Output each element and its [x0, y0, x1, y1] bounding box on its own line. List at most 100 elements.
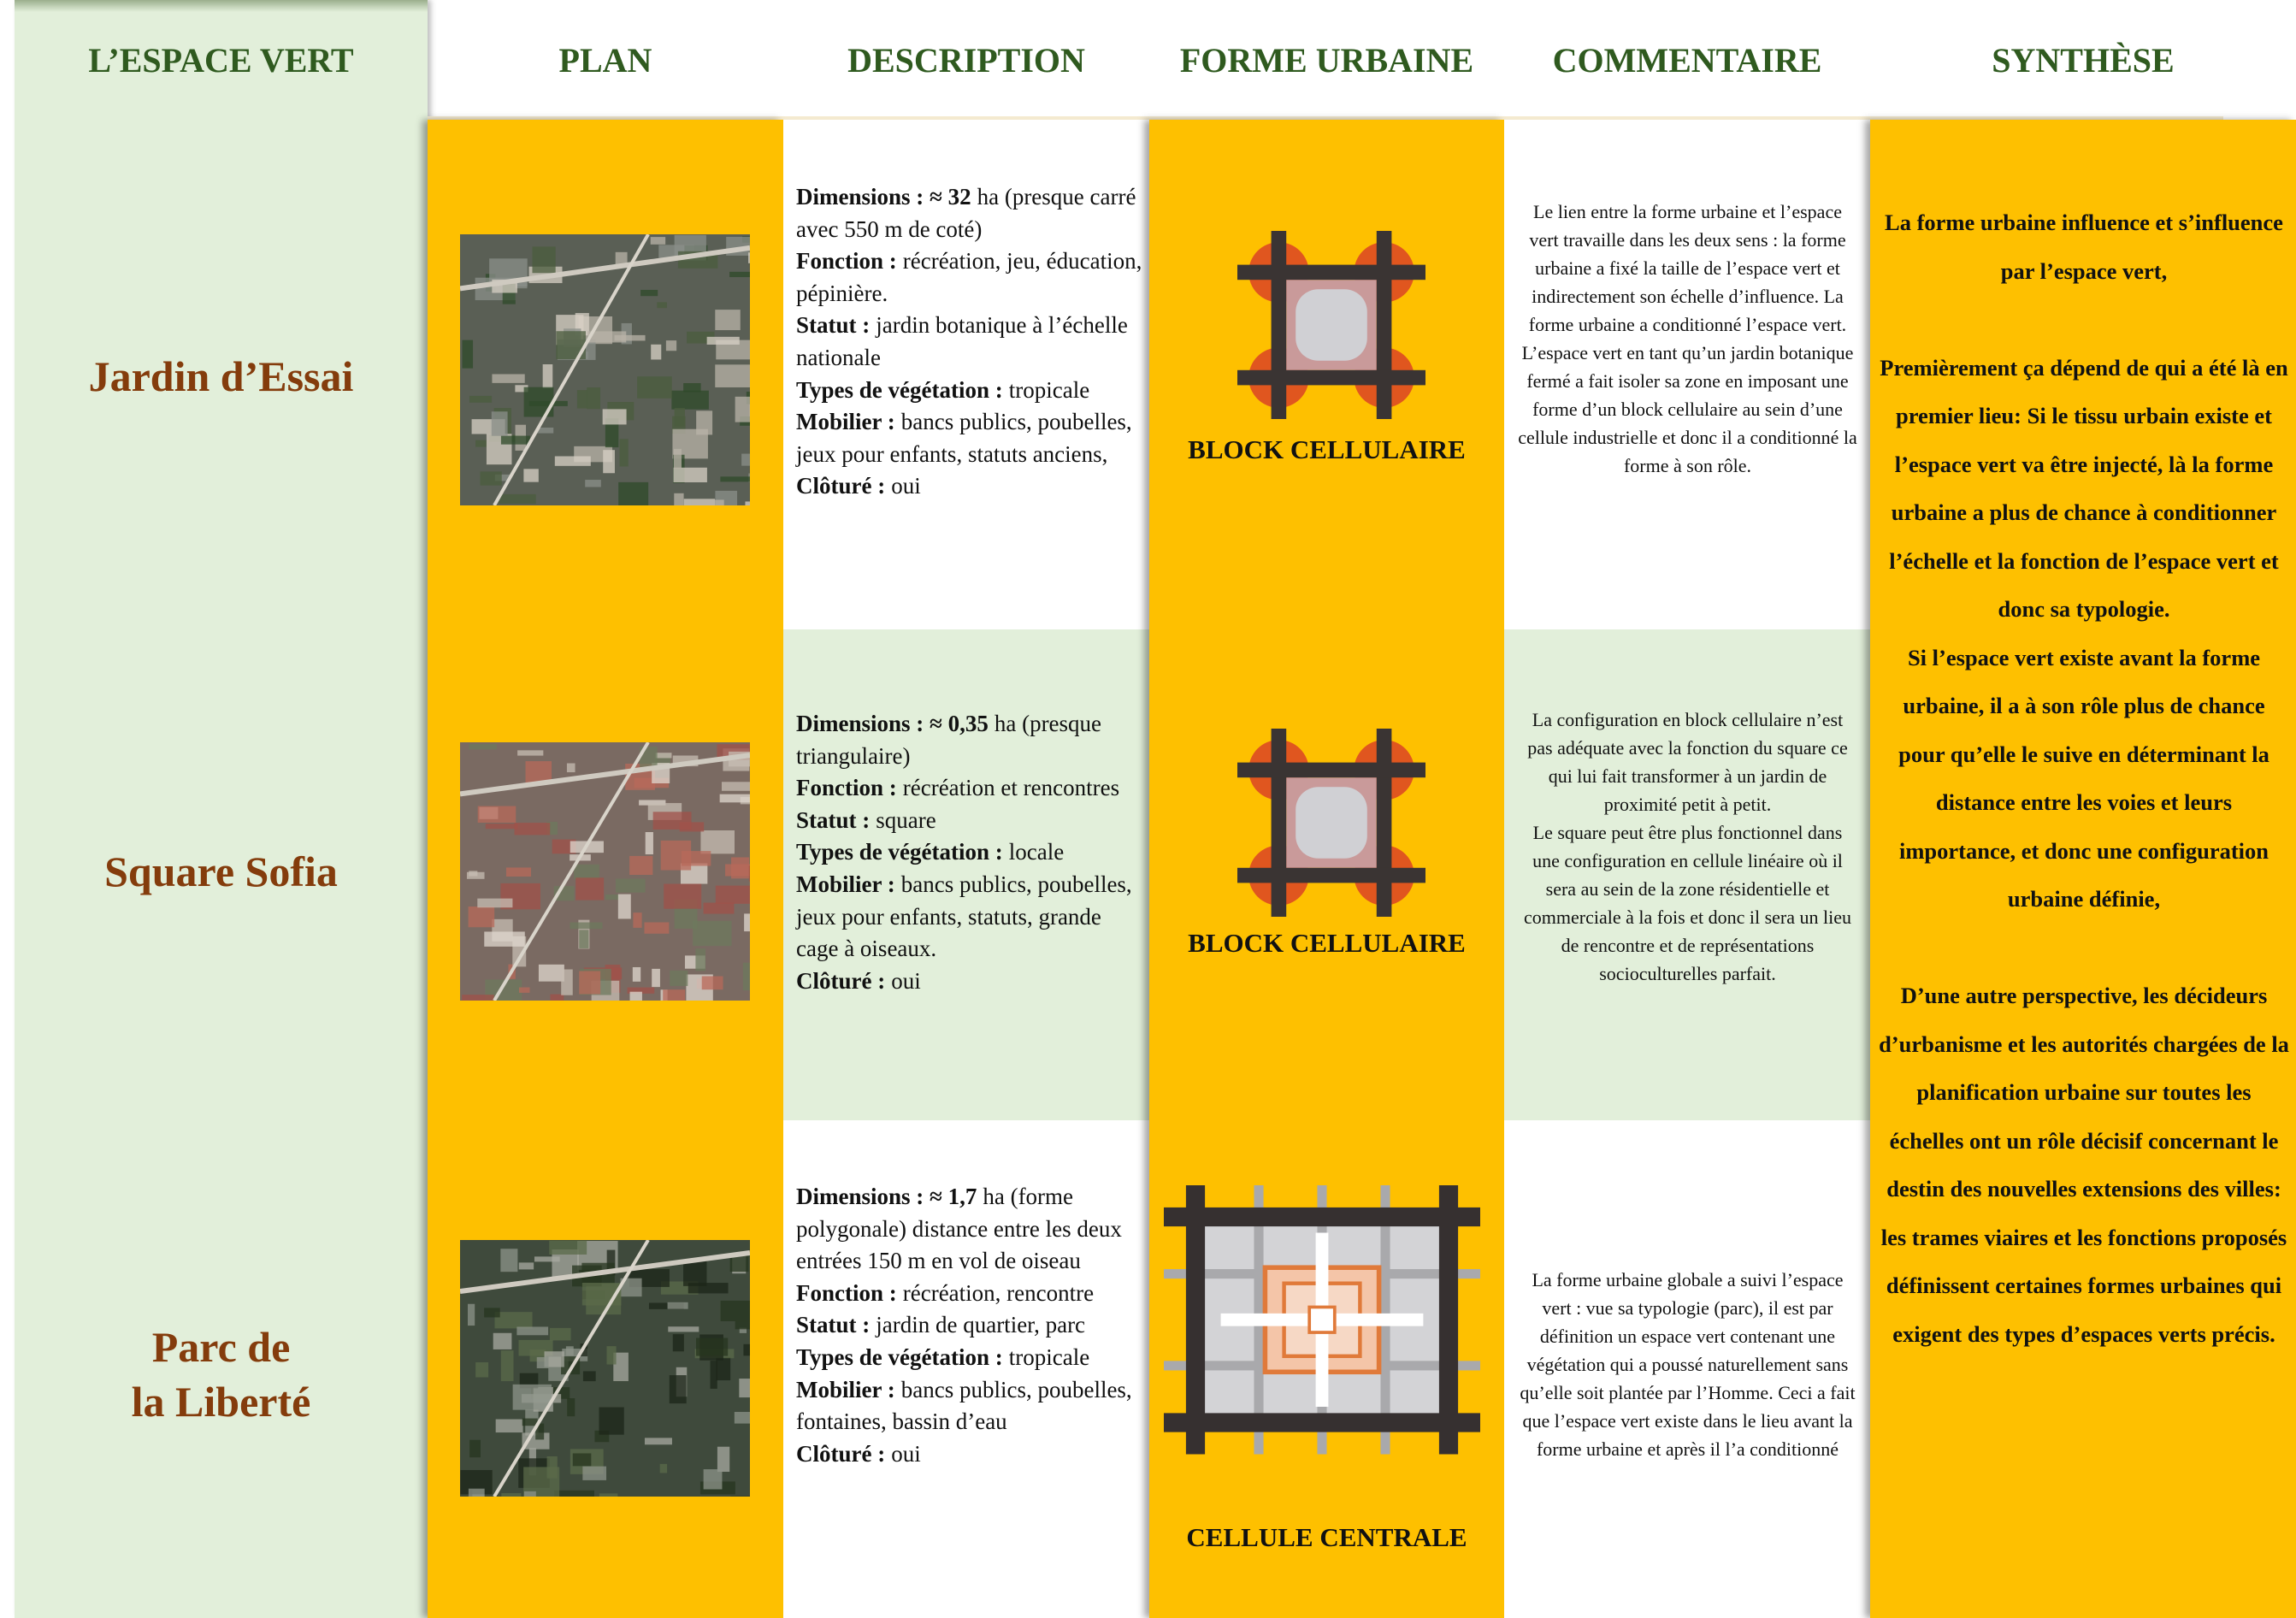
image-texture: [701, 976, 723, 990]
commentaire-paragraph: Le lien entre la forme urbaine et l’espa…: [1528, 201, 1847, 335]
description-label: Clôturé :: [796, 1440, 886, 1467]
image-texture: [667, 1302, 688, 1309]
image-texture: [719, 794, 750, 803]
image-texture: [734, 1412, 750, 1424]
image-texture: [720, 476, 750, 482]
image-texture: [518, 1262, 534, 1270]
image-texture: [516, 1326, 549, 1336]
synthese-text: La forme urbaine influence et s’influenc…: [1879, 198, 2289, 1358]
header-cell: COMMENTAIRE: [1552, 40, 1822, 80]
image-texture: [485, 824, 518, 830]
icon-core: [1296, 787, 1367, 859]
synthese-paragraph: Si l’espace vert existe avant la forme u…: [1898, 644, 2269, 912]
image-texture: [477, 898, 513, 908]
image-road: [493, 1240, 650, 1497]
image-texture: [501, 1492, 522, 1497]
image-texture: [469, 395, 493, 403]
image-texture: [665, 340, 677, 351]
aerial-image: [460, 1240, 750, 1497]
image-texture: [576, 390, 587, 409]
image-texture: [537, 428, 554, 434]
image-texture: [499, 493, 536, 505]
description-item: Types de végétation : tropicale: [796, 1342, 1142, 1374]
description-text: square: [876, 806, 936, 833]
header-cell: DESCRIPTION: [847, 40, 1085, 80]
description-item: Fonction : récréation, rencontre: [796, 1278, 1142, 1310]
icon-bar: [1164, 1413, 1480, 1432]
description-label: Clôturé :: [796, 967, 886, 994]
commentaire-paragraph: La configuration en block cellulaire n’e…: [1527, 709, 1848, 815]
description-text: ha (forme polygonale) distance entre les…: [796, 1184, 1122, 1274]
image-texture: [725, 864, 750, 877]
image-texture: [683, 383, 701, 393]
image-texture: [599, 1407, 624, 1435]
image-road: [460, 245, 750, 292]
image-texture: [565, 1346, 574, 1356]
description-text: bancs publics, poubelles, jeux pour enfa…: [796, 409, 1132, 467]
synthese-paragraph: Premièrement ça dépend de qui a été là e…: [1880, 354, 2288, 623]
synthese-paragraph: La forme urbaine influence et s’influenc…: [1885, 210, 2283, 284]
image-texture: [515, 385, 528, 393]
image-texture: [552, 839, 576, 854]
description: Dimensions : ≈ 1,7 ha (forme polygonale) …: [796, 1181, 1142, 1470]
image-texture: [730, 1496, 750, 1497]
image-texture: [522, 1418, 538, 1426]
description-text: ha (presque carré avec 550 m de coté): [796, 184, 1136, 242]
icon-bar: [1237, 369, 1425, 386]
desc-cell-bg: [783, 629, 1149, 1120]
image-texture: [523, 1491, 536, 1497]
image-texture: [493, 1332, 512, 1349]
row-name: Square Sofia: [104, 847, 338, 895]
commentaire: La forme urbaine globale a suivi l’espac…: [1518, 1266, 1857, 1463]
image-texture: [715, 364, 750, 387]
image-texture: [735, 396, 750, 422]
image-texture: [550, 994, 564, 1001]
image-texture: [574, 864, 599, 880]
image-texture: [605, 418, 619, 448]
image-texture: [717, 1446, 730, 1473]
commentaire-paragraph: Le square peut être plus fonctionnel dan…: [1523, 822, 1851, 984]
image-texture: [602, 409, 627, 425]
row-name: Jardin d’Essai: [88, 352, 354, 400]
image-texture: [553, 1490, 595, 1497]
image-texture: [615, 251, 628, 267]
description-label: Mobilier :: [796, 409, 895, 435]
image-texture: [648, 1302, 684, 1309]
commentaire: La configuration en block cellulaire n’e…: [1518, 706, 1857, 988]
image-texture: [655, 753, 672, 759]
icon-bar: [1185, 1185, 1206, 1455]
image-texture: [620, 1278, 642, 1297]
description-text: jardin botanique à l’échelle nationale: [796, 312, 1128, 370]
header-cell: PLAN: [558, 40, 652, 80]
image-road: [460, 753, 750, 797]
desc-cell-bg: [783, 120, 1149, 629]
description-text: locale: [1008, 839, 1065, 865]
image-texture: [523, 469, 539, 482]
image-texture: [703, 902, 735, 914]
image-texture: [505, 867, 532, 877]
image-texture: [469, 743, 497, 750]
commentaire: Le lien entre la forme urbaine et l’espa…: [1518, 198, 1857, 480]
header-shade: [15, 0, 428, 12]
image-texture: [468, 1303, 475, 1326]
image-texture: [688, 1283, 729, 1294]
image-texture: [729, 271, 750, 278]
forme-icon: [1164, 1185, 1480, 1455]
image-texture: [462, 340, 474, 369]
image-texture: [748, 252, 750, 263]
description-label: Statut :: [796, 312, 871, 339]
image-texture: [468, 1488, 485, 1497]
image-texture: [587, 331, 627, 343]
aerial-image: [460, 742, 750, 1001]
description-label: Clôturé :: [796, 473, 886, 499]
description-label: Fonction :: [796, 1279, 897, 1306]
description-item: Statut : jardin botanique à l’échelle nat…: [796, 310, 1142, 374]
image-texture: [614, 334, 646, 341]
image-texture: [480, 471, 502, 486]
description-item: Statut : square: [796, 805, 1142, 837]
description-item: Clôturé : oui: [796, 1438, 1142, 1471]
header-rule: [428, 116, 2223, 120]
image-texture: [500, 1249, 518, 1273]
description-label: Types de végétation :: [796, 376, 1003, 403]
image-texture: [645, 832, 653, 855]
